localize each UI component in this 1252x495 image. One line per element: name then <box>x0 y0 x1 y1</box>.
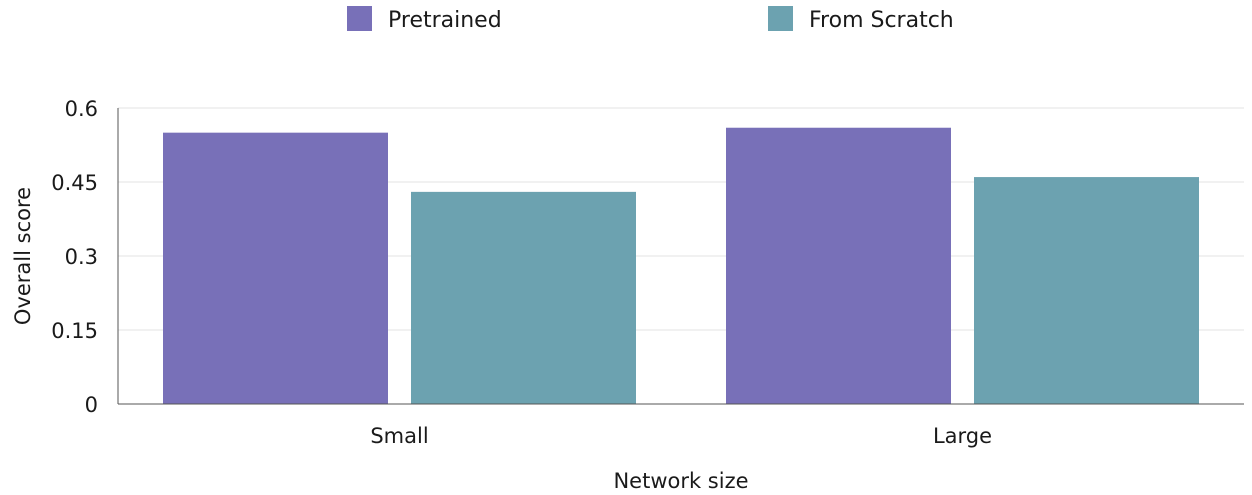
chart-legend: Pretrained From Scratch <box>347 6 954 33</box>
bar-from-scratch-small <box>411 191 636 404</box>
bar-pretrained-small <box>163 132 388 404</box>
x-tick-label: Large <box>933 424 992 448</box>
bar-pretrained-large <box>726 127 951 404</box>
legend-label: From Scratch <box>809 8 954 33</box>
x-tick-label: Small <box>370 424 428 448</box>
y-tick-label: 0.15 <box>51 319 98 343</box>
legend-swatch <box>768 6 793 31</box>
y-tick-label: 0.3 <box>65 245 98 269</box>
y-axis-ticks: 0 0.15 0.3 0.45 0.6 <box>51 97 98 417</box>
y-axis-title: Overall score <box>11 187 35 325</box>
y-tick-label: 0 <box>85 393 98 417</box>
y-tick-label: 0.45 <box>51 171 98 195</box>
x-axis-title: Network size <box>613 469 748 493</box>
bar-from-scratch-large <box>974 177 1199 404</box>
y-tick-label: 0.6 <box>65 97 98 121</box>
legend-swatch <box>347 6 372 31</box>
x-axis-ticks: Small Large <box>370 424 992 448</box>
chart-axes <box>117 108 1244 405</box>
chart-bars <box>163 127 1199 404</box>
legend-label: Pretrained <box>388 8 502 33</box>
